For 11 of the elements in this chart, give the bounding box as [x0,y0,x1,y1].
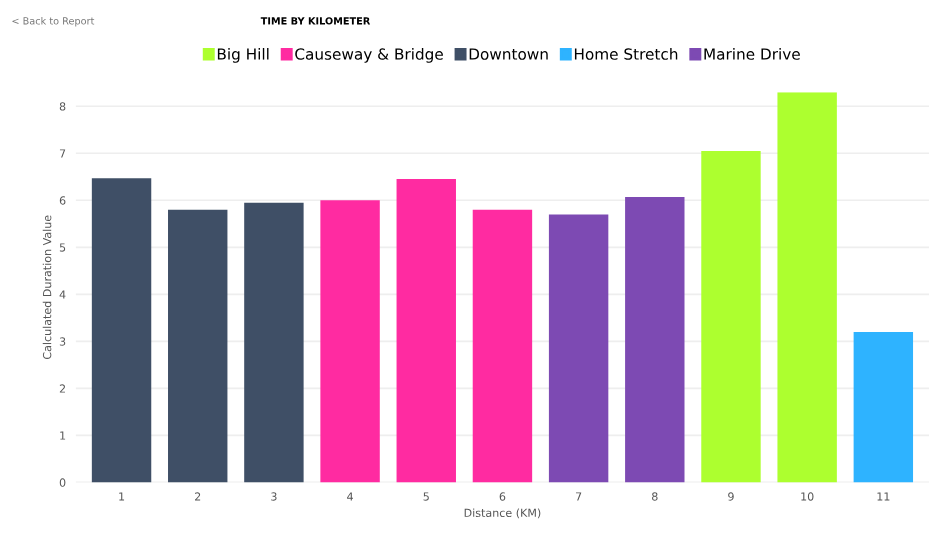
bar [91,178,152,483]
bar [625,196,685,483]
bar [168,209,228,483]
bar [777,92,837,483]
bar [472,209,533,483]
bar [548,214,609,483]
bar [396,179,456,483]
bar [244,202,304,483]
bar [701,150,761,483]
bar [320,200,380,483]
bar [853,331,914,483]
